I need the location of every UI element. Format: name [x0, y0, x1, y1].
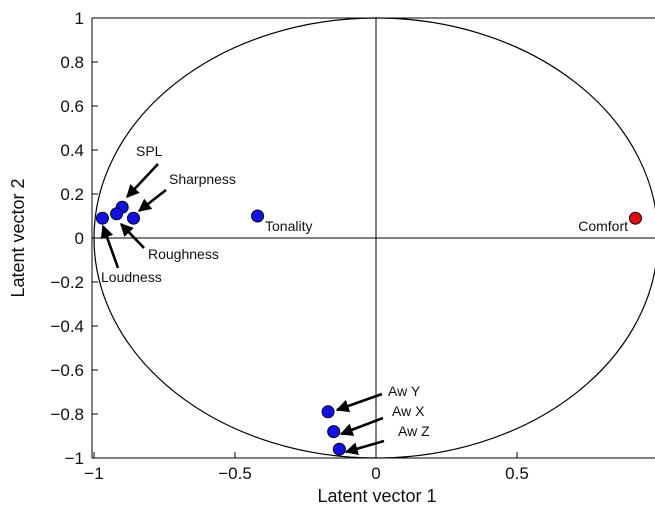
annotation-comfort: Comfort — [578, 218, 628, 234]
x-tick-label: 0.5 — [505, 464, 529, 483]
x-tick-label: −1 — [84, 464, 103, 483]
arrow-roughness — [120, 223, 145, 249]
arrow-aw-z — [344, 439, 385, 455]
y-tick-label: 0.2 — [60, 185, 84, 204]
x-axis-label: Latent vector 1 — [317, 486, 436, 506]
data-point-comfort — [628, 211, 642, 225]
y-axis-label: Latent vector 2 — [8, 178, 28, 297]
arrow-aw-y — [335, 392, 383, 413]
annotation-aw-y: Aw Y — [388, 383, 421, 399]
data-point — [110, 207, 124, 221]
annotation-loudness: Loudness — [101, 269, 162, 285]
data-point-tonality — [251, 209, 265, 223]
annotation-spl: SPL — [136, 143, 163, 159]
annotation-sharpness: Sharpness — [169, 171, 236, 187]
y-tick-label: 0.4 — [60, 141, 84, 160]
data-point-aw-x — [327, 425, 341, 439]
y-tick-label: −0.2 — [50, 273, 84, 292]
annotation-aw-x: Aw X — [392, 403, 425, 419]
y-tick-label: 0.6 — [60, 97, 84, 116]
y-tick-label: −1 — [65, 449, 84, 468]
arrow-spl — [126, 163, 159, 198]
data-point-sharpness — [126, 211, 140, 225]
y-tick-label: −0.8 — [50, 405, 84, 424]
annotation-roughness: Roughness — [148, 246, 219, 262]
annotation-tonality: Tonality — [265, 218, 312, 234]
arrow-sharpness — [137, 188, 167, 213]
annotation-aw-z: Aw Z — [398, 423, 430, 439]
data-point-aw-y — [321, 405, 335, 419]
y-tick-label: 1 — [75, 9, 84, 28]
x-tick-label: 0 — [371, 464, 380, 483]
x-tick-label: −0.5 — [218, 464, 252, 483]
y-tick-label: −0.4 — [50, 317, 84, 336]
arrow-loudness — [100, 224, 120, 269]
arrow-aw-x — [339, 416, 384, 436]
y-tick-label: −0.6 — [50, 361, 84, 380]
y-tick-label: 0 — [75, 229, 84, 248]
data-point-loudness — [95, 211, 109, 225]
y-tick-label: 0.8 — [60, 53, 84, 72]
data-point-aw-z — [332, 442, 346, 456]
